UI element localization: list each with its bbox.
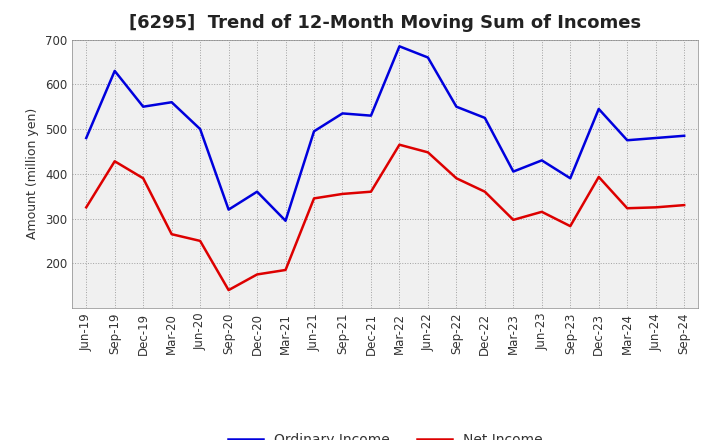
Ordinary Income [595, 106, 603, 112]
Ordinary Income [139, 104, 148, 109]
Ordinary Income [452, 104, 461, 109]
Ordinary Income [652, 136, 660, 141]
Net Income [110, 159, 119, 164]
Ordinary Income [225, 207, 233, 212]
Ordinary Income [423, 55, 432, 60]
Ordinary Income [366, 113, 375, 118]
Ordinary Income [196, 126, 204, 132]
Line: Ordinary Income: Ordinary Income [86, 46, 684, 221]
Net Income [480, 189, 489, 194]
Net Income [537, 209, 546, 214]
Ordinary Income [537, 158, 546, 163]
Ordinary Income [310, 128, 318, 134]
Net Income [680, 202, 688, 208]
Line: Net Income: Net Income [86, 145, 684, 290]
Net Income [509, 217, 518, 223]
Net Income [82, 205, 91, 210]
Net Income [139, 176, 148, 181]
Ordinary Income [509, 169, 518, 174]
Net Income [566, 224, 575, 229]
Net Income [423, 150, 432, 155]
Net Income [338, 191, 347, 197]
Net Income [310, 196, 318, 201]
Ordinary Income [480, 115, 489, 121]
Net Income [196, 238, 204, 244]
Net Income [395, 142, 404, 147]
Ordinary Income [680, 133, 688, 139]
Ordinary Income [395, 44, 404, 49]
Legend: Ordinary Income, Net Income: Ordinary Income, Net Income [222, 428, 548, 440]
Ordinary Income [253, 189, 261, 194]
Ordinary Income [282, 218, 290, 224]
Ordinary Income [82, 136, 91, 141]
Net Income [595, 174, 603, 180]
Title: [6295]  Trend of 12-Month Moving Sum of Incomes: [6295] Trend of 12-Month Moving Sum of I… [129, 15, 642, 33]
Ordinary Income [338, 111, 347, 116]
Net Income [452, 176, 461, 181]
Net Income [253, 272, 261, 277]
Net Income [366, 189, 375, 194]
Net Income [225, 287, 233, 293]
Ordinary Income [167, 99, 176, 105]
Net Income [623, 205, 631, 211]
Net Income [652, 205, 660, 210]
Net Income [282, 268, 290, 273]
Ordinary Income [623, 138, 631, 143]
Ordinary Income [110, 68, 119, 73]
Ordinary Income [566, 176, 575, 181]
Y-axis label: Amount (million yen): Amount (million yen) [27, 108, 40, 239]
Net Income [167, 231, 176, 237]
